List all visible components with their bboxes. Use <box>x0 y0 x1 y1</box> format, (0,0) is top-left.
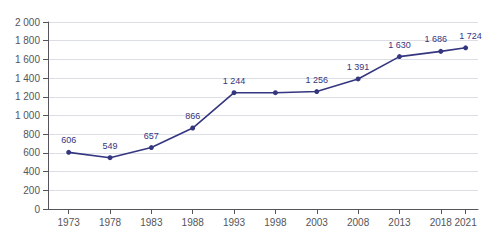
svg-text:606: 606 <box>61 135 76 145</box>
svg-text:1973: 1973 <box>58 217 81 228</box>
svg-text:200: 200 <box>23 185 40 196</box>
svg-text:2021: 2021 <box>454 217 477 228</box>
svg-text:1983: 1983 <box>140 217 163 228</box>
svg-text:1 400: 1 400 <box>15 73 40 84</box>
svg-text:1 600: 1 600 <box>15 54 40 65</box>
svg-text:1 724: 1 724 <box>459 31 482 41</box>
svg-text:1998: 1998 <box>264 217 287 228</box>
svg-text:2 000: 2 000 <box>15 17 40 28</box>
svg-text:0: 0 <box>34 204 40 215</box>
svg-text:1 244: 1 244 <box>223 76 246 86</box>
svg-text:1 200: 1 200 <box>15 91 40 102</box>
svg-text:2003: 2003 <box>306 217 329 228</box>
svg-text:2013: 2013 <box>388 217 411 228</box>
svg-text:1993: 1993 <box>223 217 246 228</box>
svg-text:866: 866 <box>185 111 200 121</box>
svg-text:2008: 2008 <box>347 217 370 228</box>
svg-text:1 686: 1 686 <box>425 34 448 44</box>
svg-text:1 800: 1 800 <box>15 35 40 46</box>
svg-text:1988: 1988 <box>182 217 205 228</box>
svg-text:657: 657 <box>144 131 159 141</box>
svg-text:800: 800 <box>23 129 40 140</box>
svg-text:1 391: 1 391 <box>347 62 370 72</box>
svg-text:549: 549 <box>103 141 118 151</box>
svg-text:2018: 2018 <box>430 217 453 228</box>
svg-text:400: 400 <box>23 166 40 177</box>
svg-text:1978: 1978 <box>99 217 122 228</box>
svg-text:1 630: 1 630 <box>388 40 411 50</box>
svg-text:600: 600 <box>23 147 40 158</box>
svg-text:1 000: 1 000 <box>15 110 40 121</box>
svg-text:1 256: 1 256 <box>305 75 328 85</box>
